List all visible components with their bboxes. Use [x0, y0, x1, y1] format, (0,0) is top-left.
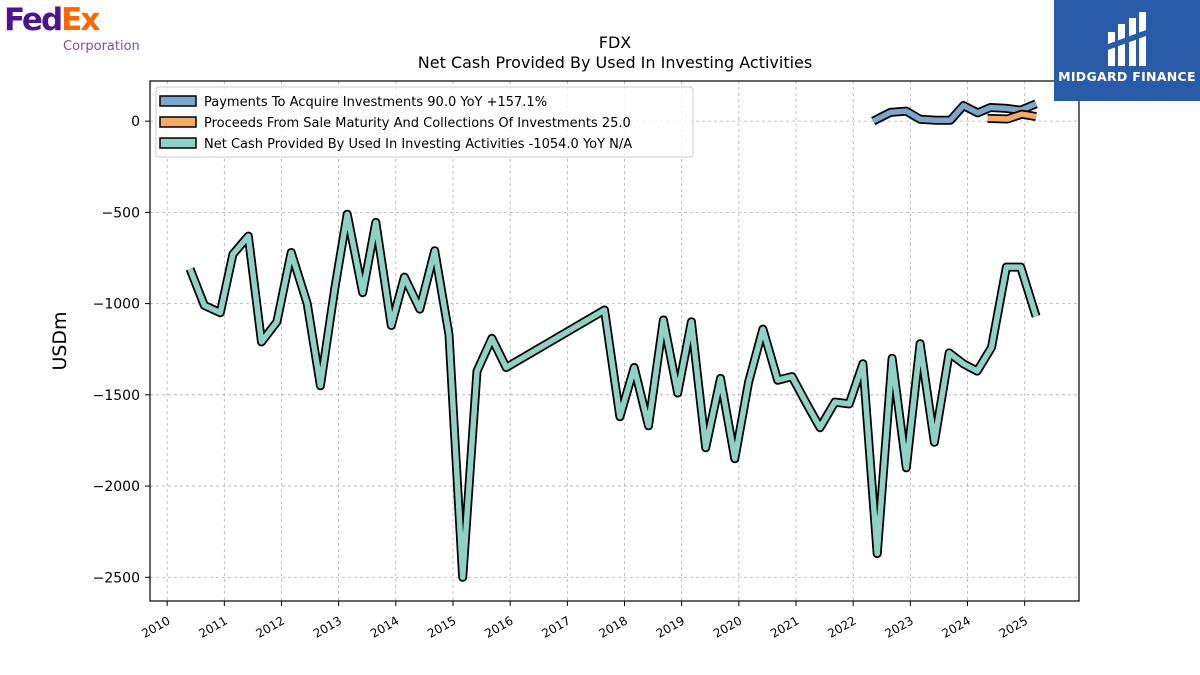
x-tick-label: 2020	[711, 613, 744, 640]
series-outline-net	[185, 209, 1041, 582]
midgard-finance-logo: MIDGARD FINANCE	[1054, 0, 1200, 101]
legend-swatch-net	[159, 137, 197, 149]
x-tick-label: 2011	[196, 613, 229, 640]
y-tick-label: −1500	[93, 388, 140, 404]
x-tick-label: 2024	[940, 613, 973, 640]
x-tick-label: 2025	[997, 613, 1030, 640]
midgard-mark-icon	[1108, 12, 1146, 66]
series-line-net	[187, 211, 1039, 581]
x-tick-label: 2014	[368, 613, 401, 640]
fedex-logo: FedEx Corporation	[4, 2, 144, 56]
legend-label-payments: Payments To Acquire Investments 90.0 YoY…	[204, 95, 547, 110]
plot-frame	[149, 80, 1080, 602]
x-tick-label: 2023	[882, 613, 915, 640]
x-tick-label: 2015	[425, 613, 458, 640]
legend-box	[155, 86, 694, 158]
y-axis-label: USDm	[49, 311, 71, 370]
x-tick-label: 2018	[597, 613, 630, 640]
chart-subtitle: Net Cash Provided By Used In Investing A…	[418, 53, 812, 72]
x-tick-label: 2021	[768, 613, 801, 640]
legend-swatch-proceeds	[159, 116, 197, 128]
fedex-ex: Ex	[61, 2, 100, 38]
fedex-corporation: Corporation	[63, 39, 140, 54]
y-tick-label: −2500	[93, 570, 140, 586]
series-layer	[185, 99, 1041, 582]
x-tick-label: 2016	[482, 613, 515, 640]
legend: Payments To Acquire Investments 90.0 YoY…	[155, 86, 694, 158]
midgard-text: MIDGARD FINANCE	[1058, 69, 1196, 84]
fedex-wordmark: FedEx	[4, 2, 100, 38]
y-tick-label: −500	[102, 205, 140, 221]
legend-label-proceeds: Proceeds From Sale Maturity And Collecti…	[204, 116, 631, 131]
grid-lines	[150, 81, 1079, 601]
y-tick-label: 0	[131, 114, 140, 130]
series-line-proceeds	[987, 111, 1037, 122]
x-tick-label: 2013	[311, 613, 344, 640]
series-line-payments	[871, 101, 1038, 124]
x-tick-label: 2017	[539, 613, 572, 640]
x-tick-label: 2012	[254, 613, 287, 640]
legend-swatch-payments	[159, 95, 197, 107]
y-tick-label: −1000	[93, 297, 140, 313]
fedex-fed: Fed	[4, 2, 63, 38]
x-tick-label: 2010	[139, 613, 172, 640]
x-tick-label: 2019	[654, 613, 687, 640]
legend-label-net: Net Cash Provided By Used In Investing A…	[204, 137, 632, 152]
x-tick-label: 2022	[825, 613, 858, 640]
y-tick-label: −2000	[93, 479, 140, 495]
chart-title: FDX	[599, 33, 632, 52]
